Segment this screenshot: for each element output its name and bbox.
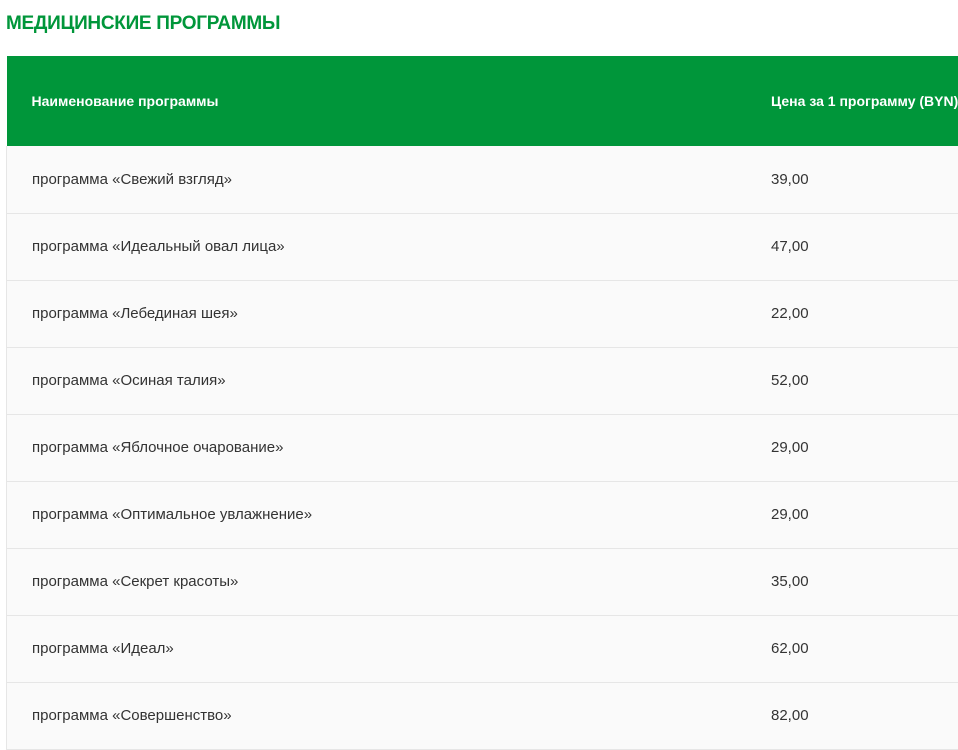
table-row: программа «Идеал»62,00 <box>7 615 958 682</box>
program-price: 82,00 <box>763 682 958 749</box>
program-name: программа «Лебединая шея» <box>7 280 764 347</box>
program-price: 52,00 <box>763 347 958 414</box>
program-name: программа «Совершенство» <box>7 682 764 749</box>
program-name: программа «Оптимальное увлажнение» <box>7 481 764 548</box>
table-row: программа «Осиная талия»52,00 <box>7 347 958 414</box>
table-row: программа «Секрет красоты»35,00 <box>7 548 958 615</box>
program-price: 47,00 <box>763 213 958 280</box>
program-price: 39,00 <box>763 146 958 213</box>
program-price: 29,00 <box>763 414 958 481</box>
table-row: программа «Оптимальное увлажнение»29,00 <box>7 481 958 548</box>
column-header-name: Наименование программы <box>7 56 764 146</box>
program-price: 62,00 <box>763 615 958 682</box>
program-name: программа «Осиная талия» <box>7 347 764 414</box>
program-price: 35,00 <box>763 548 958 615</box>
program-price: 29,00 <box>763 481 958 548</box>
table-row: программа «Лебединая шея»22,00 <box>7 280 958 347</box>
program-name: программа «Свежий взгляд» <box>7 146 764 213</box>
program-name: программа «Идеал» <box>7 615 764 682</box>
table-header: Наименование программы Цена за 1 програм… <box>7 56 958 146</box>
program-price: 22,00 <box>763 280 958 347</box>
table-row: программа «Идеальный овал лица»47,00 <box>7 213 958 280</box>
page-title: МЕДИЦИНСКИЕ ПРОГРАММЫ <box>6 13 280 35</box>
program-name: программа «Идеальный овал лица» <box>7 213 764 280</box>
column-header-price: Цена за 1 программу (BYN) <box>763 56 958 146</box>
table-row: программа «Совершенство»82,00 <box>7 682 958 749</box>
program-name: программа «Яблочное очарование» <box>7 414 764 481</box>
programs-table: Наименование программы Цена за 1 програм… <box>6 56 958 750</box>
table-row: программа «Яблочное очарование»29,00 <box>7 414 958 481</box>
table-row: программа «Свежий взгляд»39,00 <box>7 146 958 213</box>
program-name: программа «Секрет красоты» <box>7 548 764 615</box>
